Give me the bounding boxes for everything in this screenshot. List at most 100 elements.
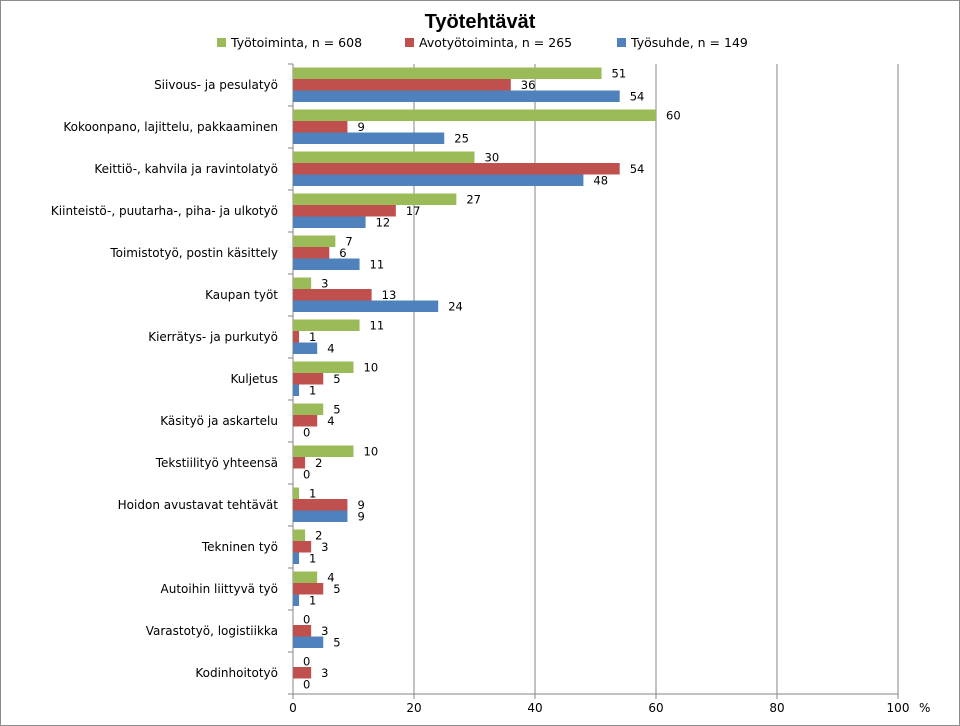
value-labels: 5136546092530544827171276113132411141051… (303, 66, 681, 691)
bar-s1-c5 (293, 289, 372, 301)
value-label-s0-c14: 0 (303, 654, 310, 668)
value-label-s2-c10: 9 (357, 509, 364, 523)
category-label-7: Kuljetus (231, 372, 279, 386)
value-label-s1-c3: 17 (406, 204, 421, 218)
value-label-s1-c8: 4 (327, 414, 334, 428)
bar-s1-c13 (293, 625, 312, 637)
bar-s1-c9 (293, 457, 306, 469)
value-label-s0-c8: 5 (333, 402, 340, 416)
value-label-s2-c3: 12 (376, 215, 391, 229)
value-label-s2-c14: 0 (303, 677, 310, 691)
legend-swatch-1 (405, 38, 414, 47)
bar-s0-c11 (293, 529, 306, 541)
bar-s1-c10 (293, 499, 348, 511)
value-label-s0-c3: 27 (466, 192, 481, 206)
bars (293, 67, 656, 679)
value-label-s1-c0: 36 (521, 78, 536, 92)
category-label-14: Kodinhoitotyö (195, 666, 278, 680)
value-label-s0-c4: 7 (345, 234, 352, 248)
bar-s0-c0 (293, 67, 602, 79)
value-label-s2-c7: 1 (309, 383, 316, 397)
x-tick-label-1: 20 (406, 701, 421, 715)
bar-s1-c11 (293, 541, 312, 553)
category-label-3: Kiinteistö-, puutarha-, piha- ja ulkotyö (51, 204, 278, 218)
bar-s2-c3 (293, 216, 366, 228)
bar-s1-c14 (293, 667, 312, 679)
value-label-s0-c2: 30 (485, 150, 500, 164)
legend-label-0: Työtoiminta, n = 608 (230, 35, 362, 50)
value-label-s1-c12: 5 (333, 582, 340, 596)
value-label-s0-c5: 3 (321, 276, 328, 290)
value-label-s0-c9: 10 (364, 444, 379, 458)
bar-s0-c8 (293, 403, 324, 415)
value-label-s1-c4: 6 (339, 246, 346, 260)
value-label-s2-c12: 1 (309, 593, 316, 607)
bar-s2-c2 (293, 174, 584, 186)
value-label-s1-c6: 1 (309, 330, 316, 344)
x-tick-label-4: 80 (769, 701, 784, 715)
bar-s1-c12 (293, 583, 324, 595)
value-label-s2-c11: 1 (309, 551, 316, 565)
value-label-s1-c13: 3 (321, 624, 328, 638)
value-label-s1-c1: 9 (357, 120, 364, 134)
value-label-s1-c10: 9 (357, 498, 364, 512)
x-tick-label-2: 40 (527, 701, 542, 715)
bar-s0-c9 (293, 445, 354, 457)
value-label-s2-c5: 24 (448, 299, 463, 313)
category-label-0: Siivous- ja pesulatyö (154, 78, 278, 92)
bar-s2-c0 (293, 90, 620, 102)
category-label-8: Käsityö ja askartelu (160, 414, 278, 428)
x-tick-label-0: 0 (289, 701, 297, 715)
value-label-s2-c9: 0 (303, 467, 310, 481)
category-label-2: Keittiö-, kahvila ja ravintolatyö (94, 162, 278, 176)
value-label-s2-c1: 25 (454, 131, 469, 145)
legend-swatch-2 (617, 38, 626, 47)
bar-s0-c6 (293, 319, 360, 331)
value-label-s2-c6: 4 (327, 341, 334, 355)
category-label-9: Tekstiilityö yhteensä (155, 456, 278, 470)
category-label-6: Kierrätys- ja purkutyö (148, 330, 278, 344)
value-label-s0-c1: 60 (666, 108, 681, 122)
value-label-s1-c11: 3 (321, 540, 328, 554)
category-label-12: Autoihin liittyvä työ (161, 582, 279, 596)
bar-s2-c7 (293, 384, 300, 396)
bar-s1-c6 (293, 331, 300, 343)
value-label-s2-c2: 48 (593, 173, 608, 187)
legend-label-1: Avotyötoiminta, n = 265 (419, 35, 572, 50)
value-label-s1-c5: 13 (382, 288, 397, 302)
value-label-s0-c6: 11 (370, 318, 385, 332)
bar-s1-c8 (293, 415, 318, 427)
x-axis-ticks: 0 20 40 60 80 100 (289, 701, 909, 715)
category-label-4: Toimistotyö, postin käsittely (109, 246, 278, 260)
value-label-s1-c14: 3 (321, 666, 328, 680)
legend-label-2: Työsuhde, n = 149 (630, 35, 748, 50)
bar-s1-c2 (293, 163, 620, 175)
category-label-11: Tekninen työ (201, 540, 278, 554)
bar-s2-c1 (293, 132, 445, 144)
bar-s1-c4 (293, 247, 330, 259)
bar-s0-c1 (293, 109, 656, 121)
bar-s2-c10 (293, 510, 348, 522)
bar-s2-c4 (293, 258, 360, 270)
value-label-s0-c13: 0 (303, 612, 310, 626)
bar-s1-c7 (293, 373, 324, 385)
bar-s2-c11 (293, 552, 300, 564)
chart-title: Työtehtävät (425, 11, 536, 33)
bar-s2-c13 (293, 636, 324, 648)
value-label-s1-c9: 2 (315, 456, 322, 470)
category-label-13: Varastotyö, logistiikka (146, 624, 278, 638)
x-tick-label-5: 100 (887, 701, 910, 715)
value-label-s0-c11: 2 (315, 528, 322, 542)
category-label-10: Hoidon avustavat tehtävät (118, 498, 279, 512)
bar-s1-c3 (293, 205, 396, 217)
bar-s0-c12 (293, 571, 318, 583)
value-label-s0-c12: 4 (327, 570, 334, 584)
bar-s0-c2 (293, 151, 475, 163)
value-label-s2-c13: 5 (333, 635, 340, 649)
category-label-1: Kokoonpano, lajittelu, pakkaaminen (63, 120, 278, 134)
category-label-5: Kaupan työt (205, 288, 278, 302)
unit-label: % (919, 701, 930, 715)
bar-s2-c12 (293, 594, 300, 606)
value-label-s0-c0: 51 (612, 66, 627, 80)
